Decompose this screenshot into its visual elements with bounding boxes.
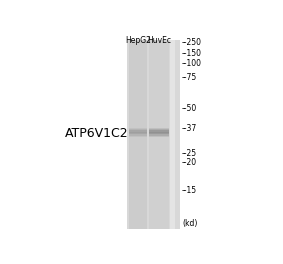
Text: --15: --15 [182,186,197,195]
Bar [170,40,175,229]
Text: --75: --75 [182,73,197,82]
Bar [149,129,169,130]
Bar [149,128,169,129]
Text: (kd): (kd) [182,219,197,228]
Bar [128,40,147,229]
Text: --250: --250 [182,38,202,47]
Text: --100: --100 [182,59,202,68]
Bar [128,129,147,130]
Text: HepG2: HepG2 [125,36,151,45]
Text: --20: --20 [182,158,197,167]
Text: HuvEc: HuvEc [147,36,171,45]
Bar [128,134,147,136]
Bar [149,132,169,133]
Text: --50: --50 [182,105,197,114]
Bar [128,132,147,133]
Bar [127,40,180,229]
Text: --25: --25 [182,149,197,158]
Bar [149,136,169,137]
Bar [128,128,147,129]
Bar [149,134,169,136]
Bar [149,130,169,132]
Text: ATP6V1C2: ATP6V1C2 [65,127,128,140]
Text: --150: --150 [182,49,202,58]
Bar [149,40,169,229]
Bar [128,130,147,132]
Bar [128,133,147,134]
Bar [128,136,147,137]
Bar [149,133,169,134]
Text: --37: --37 [182,124,197,133]
